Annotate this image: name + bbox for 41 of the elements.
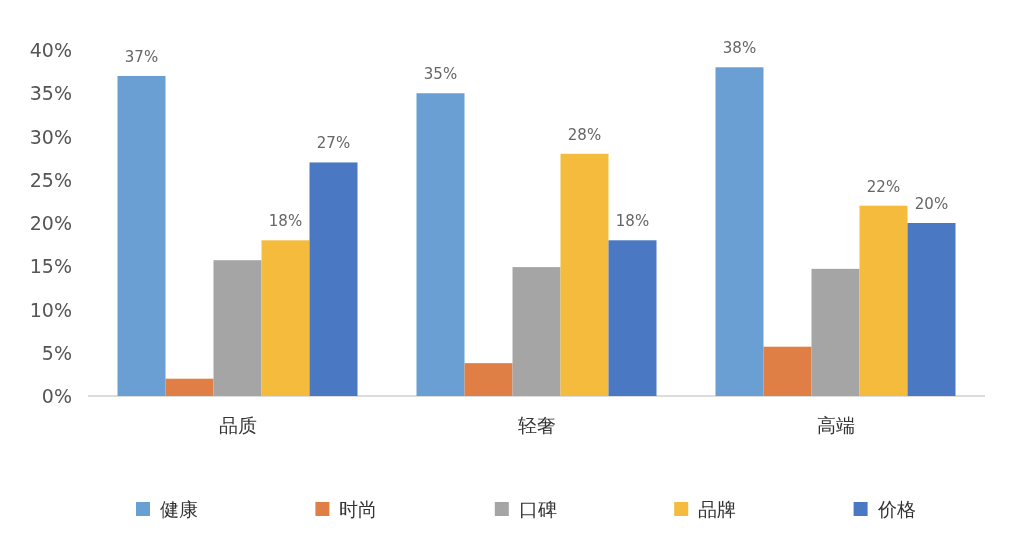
bar — [416, 93, 465, 396]
data-label: 22% — [866, 177, 901, 196]
bar — [309, 162, 358, 396]
bar — [213, 260, 262, 396]
bar — [907, 223, 956, 396]
data-label: 18% — [268, 212, 303, 231]
data-label: 35% — [423, 65, 458, 84]
bar — [512, 267, 561, 396]
legend-label: 健康 — [160, 498, 198, 520]
data-label: 38% — [722, 39, 757, 58]
y-tick-label: 40% — [29, 39, 72, 61]
bar — [261, 240, 310, 396]
bar — [560, 153, 609, 396]
bar — [715, 67, 764, 396]
y-tick-label: 20% — [29, 212, 72, 234]
x-tick-label: 高端 — [816, 414, 855, 436]
data-label: 20% — [914, 195, 949, 213]
y-tick-label: 15% — [29, 255, 72, 278]
data-label: 37% — [124, 47, 159, 66]
data-label: 18% — [615, 212, 650, 231]
bar — [811, 268, 860, 396]
bar — [859, 205, 908, 396]
y-tick-label: 30% — [29, 125, 72, 148]
data-label: 27% — [316, 134, 351, 153]
y-tick-label: 25% — [29, 168, 72, 191]
x-tick-label: 轻奢 — [517, 414, 556, 436]
bar — [117, 75, 166, 396]
legend-label: 品牌 — [698, 498, 737, 520]
y-tick-label: 35% — [29, 82, 72, 105]
legend-label: 口碑 — [518, 498, 557, 520]
bar — [464, 363, 513, 396]
bar — [763, 346, 812, 396]
data-label: 28% — [567, 125, 602, 144]
y-tick-label: 10% — [29, 298, 72, 321]
bar — [165, 378, 214, 396]
y-tick-label: 0% — [41, 385, 72, 407]
bar — [608, 240, 657, 396]
x-tick-label: 品质 — [218, 414, 257, 436]
y-tick-label: 5% — [41, 341, 72, 364]
legend-label: 价格 — [876, 498, 916, 520]
legend-label: 时尚 — [339, 498, 378, 520]
